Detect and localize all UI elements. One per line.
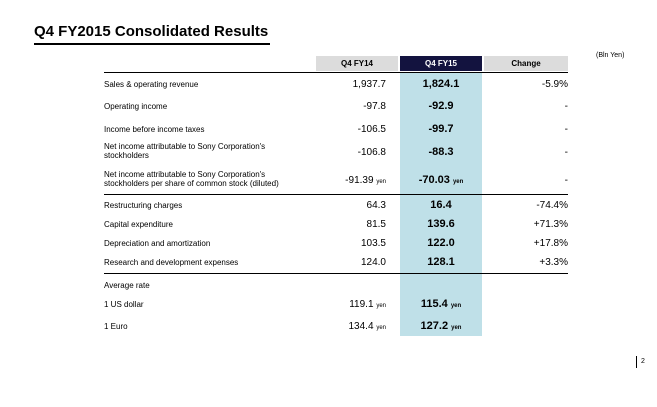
value-change: - bbox=[564, 101, 568, 112]
row-label: Net income attributable to Sony Corporat… bbox=[104, 170, 266, 179]
value-change: +3.3% bbox=[539, 257, 568, 268]
row-label: Average rate bbox=[104, 281, 150, 290]
value-q4-fy14: 81.5 bbox=[366, 219, 386, 230]
table-row: Net income attributable to Sony Corporat… bbox=[104, 170, 568, 190]
table-row: Depreciation and amortization 103.5 122.… bbox=[104, 237, 568, 251]
header-change: Change bbox=[484, 56, 568, 71]
value-q4-fy15: 1,824.1 bbox=[422, 78, 460, 90]
page-title: Q4 FY2015 Consolidated Results bbox=[34, 23, 269, 40]
value-q4-fy15: 139.6 bbox=[427, 218, 455, 230]
table-row: Average rate bbox=[104, 279, 568, 293]
title-underline bbox=[34, 43, 270, 45]
value-q4-fy14: -97.8 bbox=[363, 101, 386, 112]
table-row: 1 US dollar 119.1 yen 115.4 yen bbox=[104, 298, 568, 312]
row-label: 1 US dollar bbox=[104, 300, 144, 309]
table-row: Sales & operating revenue 1,937.7 1,824.… bbox=[104, 78, 568, 92]
row-label: Operating income bbox=[104, 102, 168, 111]
value-change: - bbox=[564, 147, 568, 158]
value-q4-fy14: 103.5 bbox=[360, 238, 386, 249]
row-label: Net income attributable to Sony Corporat… bbox=[104, 142, 266, 151]
row-label: Restructuring charges bbox=[104, 201, 183, 210]
value-q4-fy14: -106.8 bbox=[357, 147, 386, 158]
table-row: Capital expenditure 81.5 139.6 +71.3% bbox=[104, 218, 568, 232]
section-divider bbox=[104, 273, 568, 274]
page-number: 2 bbox=[641, 358, 645, 365]
value-q4-fy15: -70.03 yen bbox=[418, 174, 464, 186]
table-row: 1 Euro 134.4 yen 127.2 yen bbox=[104, 320, 568, 334]
value-change: +17.8% bbox=[533, 238, 568, 249]
value-q4-fy14: 1,937.7 bbox=[352, 79, 386, 90]
row-label: 1 Euro bbox=[104, 322, 128, 331]
table-row: Income before income taxes -106.5 -99.7 … bbox=[104, 123, 568, 137]
value-q4-fy15: 115.4 yen bbox=[420, 298, 462, 310]
value-q4-fy14: 134.4 yen bbox=[348, 321, 387, 332]
value-q4-fy15: -99.7 bbox=[428, 123, 454, 135]
highlight-column bbox=[400, 72, 482, 336]
table-row: Research and development expenses 124.0 … bbox=[104, 256, 568, 270]
header-rule bbox=[104, 72, 568, 73]
table-row: Net income attributable to Sony Corporat… bbox=[104, 142, 568, 162]
page-marker bbox=[636, 356, 637, 368]
value-q4-fy14: -91.39 yen bbox=[345, 175, 386, 186]
row-label: Depreciation and amortization bbox=[104, 239, 211, 248]
unit-label: (Bln Yen) bbox=[596, 52, 625, 59]
value-q4-fy14: 64.3 bbox=[366, 200, 386, 211]
value-q4-fy15: 127.2 yen bbox=[420, 320, 462, 332]
value-q4-fy14: -106.5 bbox=[357, 124, 386, 135]
section-divider bbox=[104, 194, 568, 195]
row-label: Income before income taxes bbox=[104, 125, 205, 134]
value-q4-fy15: -88.3 bbox=[428, 146, 454, 158]
row-label: Sales & operating revenue bbox=[104, 80, 199, 89]
value-q4-fy15: 122.0 bbox=[427, 237, 455, 249]
header-q4-fy15: Q4 FY15 bbox=[400, 56, 482, 71]
value-change: -74.4% bbox=[536, 200, 568, 211]
table-row: Restructuring charges 64.3 16.4 -74.4% bbox=[104, 199, 568, 213]
value-q4-fy15: 128.1 bbox=[427, 256, 455, 268]
value-q4-fy14: 124.0 bbox=[360, 257, 386, 268]
row-label: Research and development expenses bbox=[104, 258, 239, 267]
value-change: -5.9% bbox=[541, 79, 568, 90]
value-change: +71.3% bbox=[533, 219, 568, 230]
header-q4-fy14: Q4 FY14 bbox=[316, 56, 398, 71]
value-change: - bbox=[564, 124, 568, 135]
row-label-line2: stockholders bbox=[104, 151, 149, 160]
value-change: - bbox=[564, 175, 568, 186]
table-row: Operating income -97.8 -92.9 - bbox=[104, 100, 568, 114]
row-label: Capital expenditure bbox=[104, 220, 173, 229]
value-q4-fy15: 16.4 bbox=[430, 199, 452, 211]
value-q4-fy14: 119.1 yen bbox=[349, 299, 386, 310]
row-label-line2: stockholders per share of common stock (… bbox=[104, 179, 279, 188]
value-q4-fy15: -92.9 bbox=[428, 100, 454, 112]
